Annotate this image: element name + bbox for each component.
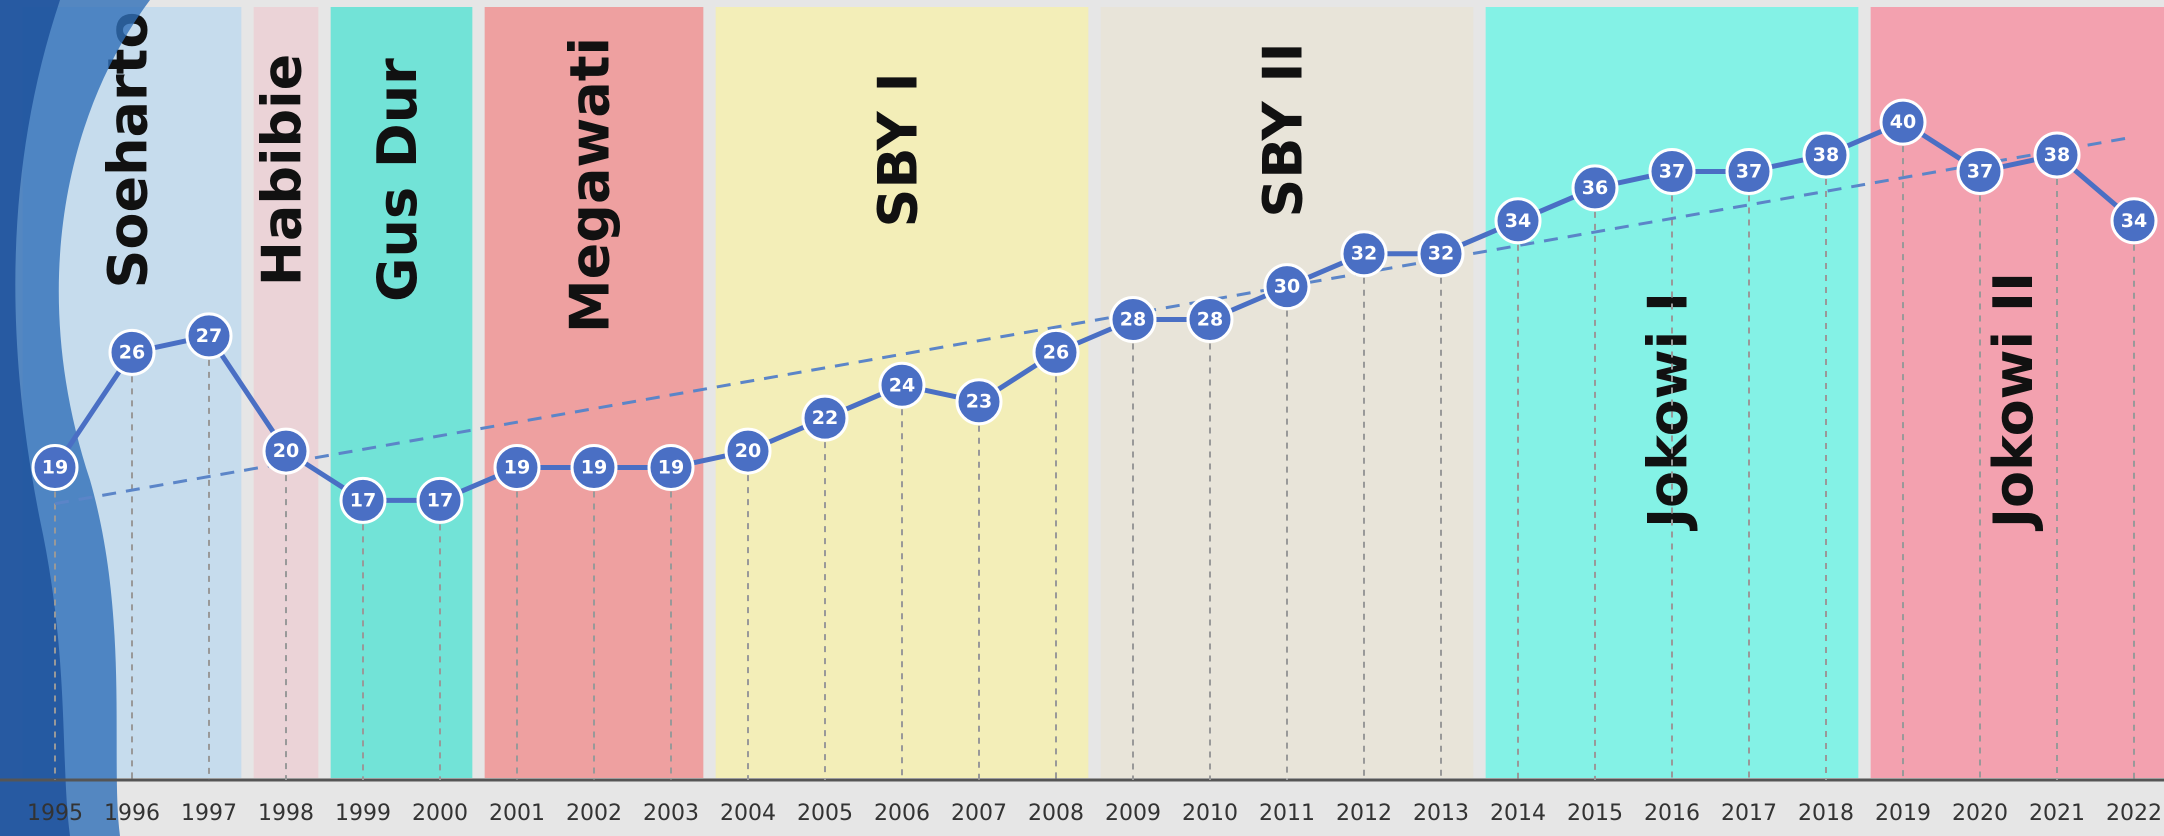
- point-label: 20: [735, 440, 761, 462]
- point: [339, 476, 387, 524]
- point: [185, 312, 233, 360]
- point: [2110, 197, 2158, 245]
- x-tick-label: 1996: [104, 801, 160, 826]
- line: [52, 119, 2136, 503]
- point-label: 40: [1890, 111, 1916, 133]
- point-label: 24: [889, 374, 915, 396]
- point: [1571, 164, 1619, 212]
- point: [1802, 131, 1850, 179]
- point-label: 34: [2121, 210, 2147, 232]
- x-tick-label: 1995: [27, 801, 83, 826]
- x-tick-label: 2005: [797, 801, 853, 826]
- point-label: 19: [42, 457, 68, 479]
- point: [1648, 147, 1696, 195]
- era-label: SBY I: [867, 72, 930, 227]
- point: [108, 328, 156, 376]
- x-tick-label: 2013: [1413, 801, 1469, 826]
- x-tick-label: 1999: [335, 801, 391, 826]
- x-tick-label: 2014: [1490, 801, 1546, 826]
- x-tick-label: 2011: [1259, 801, 1315, 826]
- point: [955, 378, 1003, 426]
- x-tick-label: 2021: [2029, 801, 2085, 826]
- point: [570, 444, 618, 492]
- era-label: Habibie: [251, 54, 314, 287]
- era-label: Jokowi I: [1637, 292, 1700, 532]
- point-label: 26: [119, 341, 145, 363]
- point: [1417, 230, 1465, 278]
- point: [31, 444, 79, 492]
- x-tick-label: 2012: [1336, 801, 1392, 826]
- point-label: 17: [427, 489, 453, 511]
- point-label: 19: [658, 457, 684, 479]
- point: [416, 476, 464, 524]
- point: [647, 444, 695, 492]
- x-tick-label: 2008: [1028, 801, 1084, 826]
- point-label: 38: [1813, 144, 1839, 166]
- point-label: 38: [2044, 144, 2070, 166]
- point: [493, 444, 541, 492]
- x-tick-label: 2007: [951, 801, 1007, 826]
- x-tick-label: 2004: [720, 801, 776, 826]
- point: [1032, 328, 1080, 376]
- point-label: 36: [1582, 177, 1608, 199]
- era-label: Jokowi II: [1982, 272, 2045, 532]
- x-tick-label: 2016: [1644, 801, 1700, 826]
- point: [1879, 98, 1927, 146]
- x-tick-label: 2002: [566, 801, 622, 826]
- point-label: 30: [1274, 276, 1300, 298]
- point: [1186, 295, 1234, 343]
- point: [1340, 230, 1388, 278]
- point-label: 37: [1659, 160, 1685, 182]
- era-label: Megawati: [559, 37, 622, 333]
- x-tick-label: 1998: [258, 801, 314, 826]
- era-band: [330, 7, 473, 778]
- point-label: 28: [1197, 308, 1223, 330]
- point-label: 27: [196, 325, 222, 347]
- point-label: 32: [1351, 243, 1377, 265]
- point: [1263, 263, 1311, 311]
- point-label: 37: [1736, 160, 1762, 182]
- point: [1109, 295, 1157, 343]
- era-label: Gus Dur: [366, 58, 429, 302]
- x-tick-label: 1997: [181, 801, 237, 826]
- point: [724, 427, 772, 475]
- x-tick-label: 2020: [1952, 801, 2008, 826]
- trend-line: [54, 135, 2135, 506]
- x-tick-label: 2009: [1105, 801, 1161, 826]
- point-label: 22: [812, 407, 838, 429]
- x-tick-label: 2015: [1567, 801, 1623, 826]
- point-label: 23: [966, 391, 992, 413]
- point-label: 28: [1120, 308, 1146, 330]
- decoration: [0, 0, 70, 836]
- point: [1494, 197, 1542, 245]
- era-label: SBY II: [1252, 42, 1315, 217]
- point-label: 32: [1428, 243, 1454, 265]
- point: [878, 361, 926, 409]
- point: [262, 427, 310, 475]
- point-label: 19: [504, 457, 530, 479]
- point: [1725, 147, 1773, 195]
- point-label: 26: [1043, 341, 1069, 363]
- x-tick-label: 2010: [1182, 801, 1238, 826]
- x-tick-label: 2018: [1798, 801, 1854, 826]
- x-tick-label: 2019: [1875, 801, 1931, 826]
- point: [1956, 147, 2004, 195]
- x-tick-label: 2017: [1721, 801, 1777, 826]
- point-label: 19: [581, 457, 607, 479]
- x-tick-label: 2003: [643, 801, 699, 826]
- x-tick-label: 2000: [412, 801, 468, 826]
- x-tick-label: 2001: [489, 801, 545, 826]
- point-label: 20: [273, 440, 299, 462]
- x-tick-label: 2006: [874, 801, 930, 826]
- point: [801, 394, 849, 442]
- era-band: [253, 7, 319, 778]
- point: [2033, 131, 2081, 179]
- point-label: 37: [1967, 160, 1993, 182]
- point-label: 17: [350, 489, 376, 511]
- x-tick-label: 2022: [2106, 801, 2162, 826]
- point-label: 34: [1505, 210, 1531, 232]
